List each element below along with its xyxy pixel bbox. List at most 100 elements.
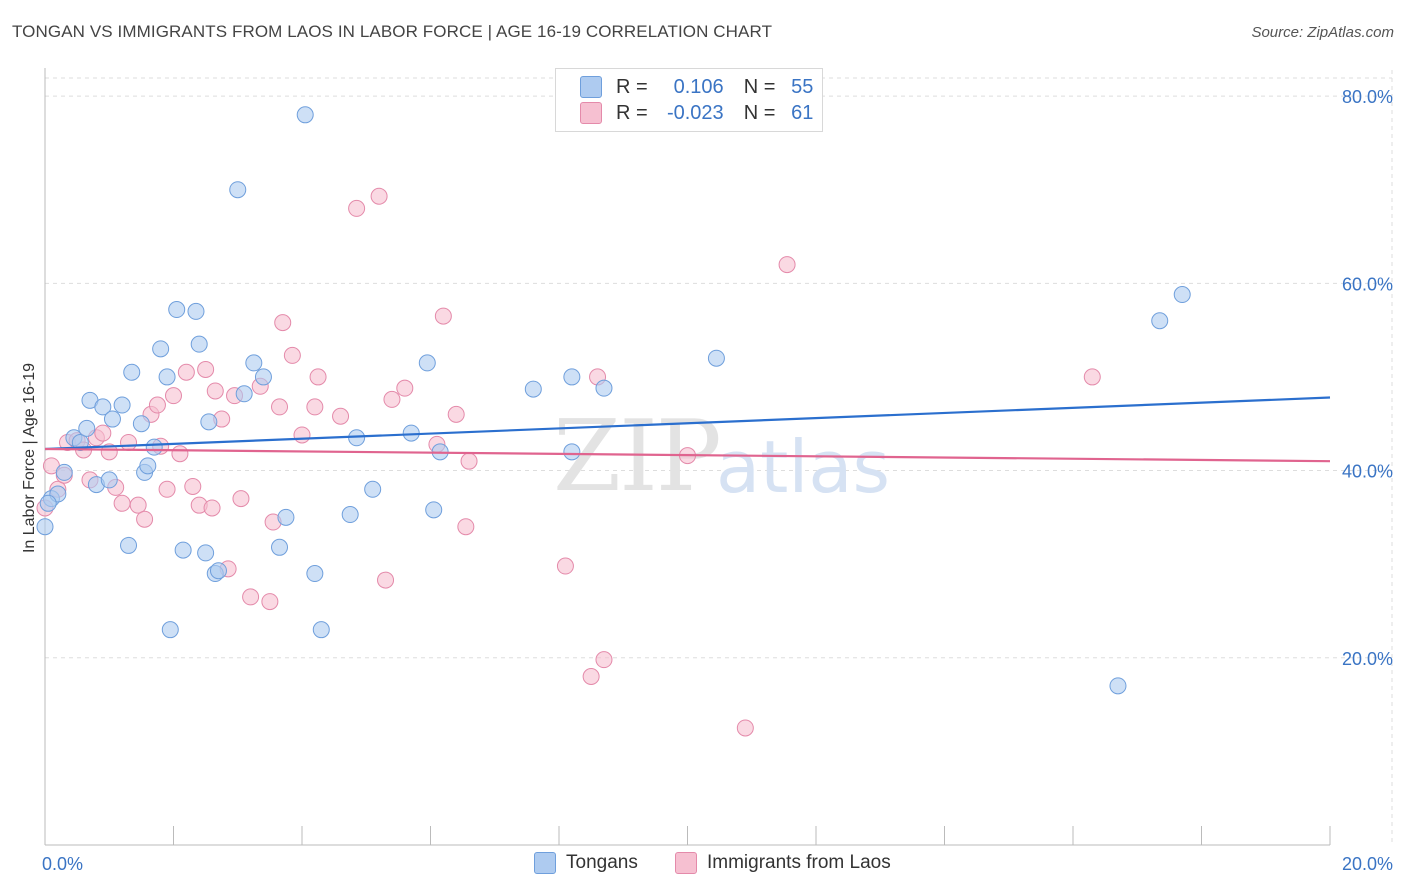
tongans-point	[524, 380, 542, 398]
x-tick-label: 0.0%	[42, 854, 83, 874]
laos-point	[171, 445, 189, 463]
laos-point	[348, 199, 366, 217]
legend-label-laos: Immigrants from Laos	[707, 852, 891, 873]
laos-point	[165, 387, 182, 405]
tongans-point	[245, 354, 263, 372]
legend-n-value: 61	[791, 101, 814, 124]
x-tick-label: 20.0%	[1342, 854, 1393, 874]
laos-point	[203, 499, 221, 517]
legend-n-value: 55	[791, 75, 814, 98]
legend-r-value: -0.023	[666, 101, 724, 124]
legend-r-value: 0.106	[673, 75, 724, 98]
legend-swatch-laos	[580, 102, 602, 124]
laos-point	[332, 407, 350, 425]
tongans-point	[563, 443, 581, 461]
legend-item-laos: Immigrants from Laos	[675, 852, 891, 874]
trend-lines	[44, 396, 1331, 463]
tongans-point	[174, 541, 192, 559]
laos-point	[306, 398, 324, 416]
laos-point	[736, 719, 754, 737]
chart-title: TONGAN VS IMMIGRANTS FROM LAOS IN LABOR …	[12, 22, 773, 41]
laos-point	[177, 363, 195, 381]
laos-point	[136, 510, 154, 528]
tongans-point	[132, 415, 150, 433]
tongans-point	[418, 354, 436, 372]
legend-r-label: R =	[616, 101, 648, 124]
tongans-trend-line	[44, 396, 1331, 451]
watermark-atlas: atlas	[716, 425, 890, 509]
tongans-point	[229, 181, 247, 199]
correlation-legend: R = 0.106 N = 55 R = -0.023 N = 61	[555, 68, 823, 132]
y-tick-label: 60.0%	[1342, 274, 1393, 294]
laos-point	[383, 390, 401, 408]
laos-point	[778, 256, 796, 274]
legend-swatch-laos	[675, 852, 697, 874]
laos-point	[293, 426, 311, 444]
tick-labels: 20.0% 40.0% 60.0% 80.0% 0.0% 20.0%	[42, 87, 1393, 874]
laos-point	[158, 480, 176, 498]
tongans-point	[55, 463, 73, 481]
laos-point	[377, 571, 395, 589]
tongans-point	[200, 413, 218, 431]
laos-point	[242, 588, 260, 606]
tongans-point	[187, 302, 205, 320]
y-tick-label: 80.0%	[1342, 87, 1393, 107]
y-tick-label: 20.0%	[1342, 649, 1393, 669]
legend-label-tongans: Tongans	[566, 852, 638, 873]
tongans-point	[563, 368, 581, 386]
laos-point	[94, 424, 112, 442]
tongans-point	[235, 385, 253, 403]
tongans-point	[425, 501, 443, 519]
laos-point	[1083, 368, 1101, 386]
laos-point	[396, 379, 414, 397]
laos-point	[100, 443, 118, 461]
tongans-point	[364, 480, 382, 498]
gridlines	[45, 70, 1393, 845]
laos-point	[370, 187, 388, 205]
laos-point	[457, 518, 475, 536]
laos-point	[434, 307, 452, 325]
laos-point	[556, 557, 574, 575]
tongans-point	[296, 106, 314, 124]
legend-r-label: R =	[616, 75, 648, 98]
tongans-point	[168, 301, 186, 319]
legend-item-tongans: Tongans	[534, 852, 638, 874]
tongans-point	[161, 621, 179, 639]
tongans-point	[341, 506, 359, 524]
axes	[44, 68, 1331, 846]
tongans-point	[707, 349, 725, 367]
laos-point	[274, 314, 292, 332]
laos-point	[120, 433, 138, 451]
laos-point	[283, 346, 301, 364]
legend-swatch-tongans	[534, 852, 556, 874]
laos-point	[309, 368, 327, 386]
laos-point	[582, 667, 600, 685]
tongans-point	[123, 363, 141, 381]
laos-point	[129, 496, 147, 514]
tongans-point	[113, 396, 131, 414]
tongans-point	[1151, 312, 1169, 330]
tongans-point	[197, 544, 215, 562]
tongans-point	[306, 565, 324, 583]
tongans-point	[36, 518, 54, 536]
laos-point	[261, 593, 279, 611]
tongans-point	[100, 471, 118, 489]
tongans-point	[78, 419, 96, 437]
legend-n-label: N =	[743, 75, 776, 98]
tongans-point	[145, 438, 163, 456]
laos-point	[460, 452, 478, 470]
tongans-point	[139, 457, 157, 475]
tongans-point	[120, 536, 138, 554]
tongans-point	[152, 340, 170, 358]
laos-trend-line	[44, 447, 1331, 463]
laos-point	[271, 398, 289, 416]
tongans-point	[271, 538, 289, 556]
source-credit: Source: ZipAtlas.com	[1251, 24, 1394, 41]
y-axis-label: In Labor Force | Age 16-19	[21, 363, 38, 553]
legend-n-label: N =	[743, 101, 776, 124]
laos-point	[113, 494, 131, 512]
tongans-point	[1109, 677, 1127, 695]
tongans-point	[312, 621, 330, 639]
series-tongans-points	[36, 106, 1191, 695]
